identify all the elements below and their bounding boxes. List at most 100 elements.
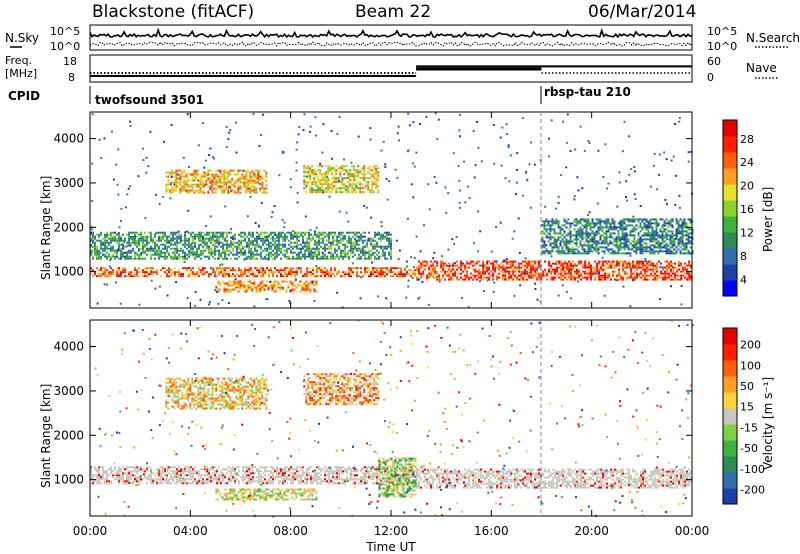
echo-cell	[182, 251, 184, 254]
echo-cell	[330, 267, 332, 270]
echo-cell	[632, 215, 635, 218]
echo-cell	[605, 230, 608, 233]
echo-cell	[221, 169, 224, 172]
echo-cell	[332, 243, 334, 246]
echo-cell	[647, 230, 650, 233]
echo-cell	[218, 235, 220, 238]
echo-cell	[296, 247, 298, 250]
echo-cell	[110, 247, 112, 250]
echo-cell	[559, 240, 562, 243]
echo-cell	[240, 233, 242, 236]
echo-cell	[260, 239, 262, 242]
echo-cell	[248, 243, 250, 246]
echo-cell	[594, 268, 597, 271]
echo-cell	[224, 275, 226, 278]
echo-cell	[572, 276, 575, 279]
echo-cell	[90, 251, 93, 254]
echo-cell	[248, 247, 250, 250]
echo-cell	[597, 230, 600, 233]
echo-cell	[640, 272, 643, 275]
echo-cell	[169, 183, 172, 186]
echo-cell	[196, 273, 198, 276]
echo-cell	[632, 266, 635, 269]
echo-cell	[152, 237, 154, 240]
echo-cell	[370, 253, 372, 256]
echo-cell	[274, 267, 276, 270]
echo-cell	[651, 222, 654, 225]
echo-cell	[92, 231, 94, 234]
echo-cell	[604, 260, 607, 263]
echo-cell	[541, 244, 544, 247]
echo-cell	[90, 237, 92, 240]
echo-cell	[613, 232, 616, 235]
noise-panel: N.Sky 10^5 10^0 10^5 10^0 N.Search	[5, 24, 800, 53]
echo-cell	[329, 187, 332, 190]
echo-cell	[110, 130, 113, 133]
colorbar-segment	[723, 120, 737, 137]
echo-cell	[177, 230, 180, 233]
echo-cell	[350, 247, 352, 250]
echo-cell	[624, 260, 627, 263]
echo-cell	[202, 253, 204, 256]
echo-cell	[108, 243, 110, 246]
echo-cell	[352, 243, 354, 246]
echo-cell	[185, 183, 188, 186]
echo-cell	[329, 183, 332, 186]
echo-cell	[374, 231, 376, 234]
echo-cell	[619, 246, 622, 249]
echo-cell	[680, 270, 683, 273]
echo-cell	[513, 230, 516, 233]
echo-cell	[643, 238, 646, 241]
echo-cell	[569, 236, 572, 239]
echo-cell	[462, 270, 465, 273]
echo-cell	[266, 247, 268, 250]
echo-cell	[270, 247, 272, 250]
echo-cell	[536, 278, 539, 281]
echo-cell	[523, 272, 526, 275]
echo-cell	[91, 162, 94, 165]
echo-cell	[554, 276, 557, 279]
echo-cell	[574, 272, 577, 275]
echo-cell	[327, 183, 330, 186]
echo-cell	[245, 169, 248, 172]
echo-cell	[171, 171, 174, 174]
echo-cell	[585, 226, 588, 229]
echo-cell	[498, 276, 501, 279]
echo-cell	[248, 271, 250, 274]
echo-cell	[210, 241, 212, 244]
echo-cell	[340, 239, 342, 242]
echo-cell	[661, 250, 664, 253]
echo-cell	[321, 179, 324, 182]
echo-cell	[215, 189, 218, 192]
echo-cell	[241, 173, 244, 176]
echo-cell	[238, 269, 240, 272]
echo-cell	[344, 271, 346, 274]
echo-cell	[203, 191, 206, 194]
echo-cell	[322, 237, 324, 240]
echo-cell	[680, 264, 683, 267]
echo-cell	[247, 288, 250, 291]
echo-cell	[298, 267, 300, 270]
echo-cell	[182, 255, 184, 258]
echo-cell	[200, 251, 202, 254]
echo-cell	[148, 267, 150, 270]
echo-cell	[268, 245, 270, 248]
echo-cell	[615, 236, 618, 239]
echo-cell	[336, 237, 338, 240]
echo-cell	[168, 235, 170, 238]
echo-cell	[306, 275, 308, 278]
echo-cell	[278, 271, 280, 274]
echo-cell	[220, 233, 222, 236]
echo-cell	[174, 275, 176, 278]
echo-cell	[267, 288, 270, 291]
echo-cell	[248, 233, 250, 236]
echo-cell	[177, 185, 180, 188]
echo-cell	[661, 236, 664, 239]
echo-cell	[248, 269, 250, 272]
echo-cell	[659, 246, 662, 249]
echo-cell	[158, 239, 160, 242]
echo-cell	[534, 270, 537, 273]
echo-cell	[364, 253, 366, 256]
echo-cell	[100, 255, 102, 258]
echo-cell	[185, 175, 188, 178]
